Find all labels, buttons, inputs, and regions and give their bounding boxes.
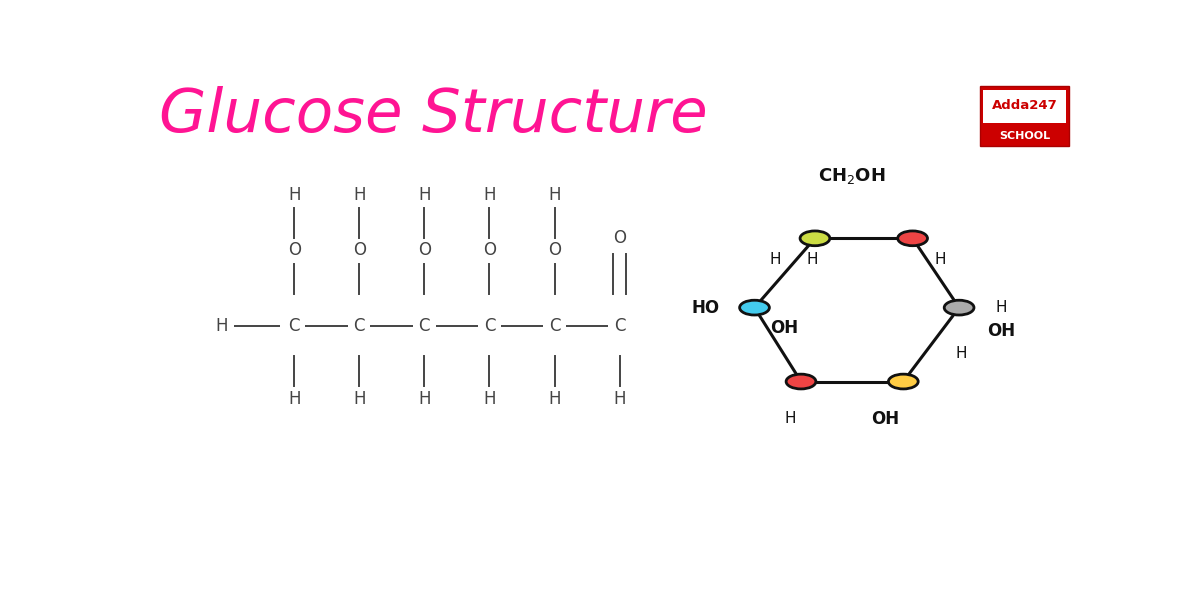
Text: H: H — [548, 390, 560, 408]
Text: C: C — [354, 317, 365, 335]
Text: C: C — [484, 317, 496, 335]
Text: C: C — [548, 317, 560, 335]
Circle shape — [888, 374, 918, 389]
Text: H: H — [418, 187, 431, 205]
Text: Glucose Structure: Glucose Structure — [160, 86, 708, 145]
Text: C: C — [614, 317, 625, 335]
Text: C: C — [419, 317, 430, 335]
Text: CH$_2$OH: CH$_2$OH — [818, 166, 886, 186]
Text: OH: OH — [871, 409, 899, 427]
Text: OH: OH — [986, 322, 1015, 340]
Text: H: H — [288, 390, 300, 408]
Text: H: H — [955, 346, 967, 361]
Circle shape — [800, 231, 830, 246]
Text: H: H — [353, 187, 366, 205]
Text: O: O — [548, 241, 562, 259]
Text: H: H — [484, 187, 496, 205]
Text: H: H — [353, 390, 366, 408]
Text: H: H — [806, 251, 818, 266]
Text: O: O — [288, 241, 301, 259]
Text: Adda247: Adda247 — [991, 99, 1057, 112]
Circle shape — [786, 374, 816, 389]
Text: H: H — [995, 300, 1007, 315]
Text: H: H — [935, 251, 947, 266]
Text: O: O — [613, 229, 626, 247]
Text: H: H — [484, 390, 496, 408]
FancyBboxPatch shape — [983, 89, 1066, 123]
Text: H: H — [784, 411, 796, 426]
Text: H: H — [418, 390, 431, 408]
Text: O: O — [482, 241, 496, 259]
Text: C: C — [288, 317, 300, 335]
Text: HO: HO — [691, 299, 719, 317]
Text: H: H — [288, 187, 300, 205]
Circle shape — [898, 231, 928, 246]
Text: H: H — [548, 187, 560, 205]
Text: OH: OH — [770, 319, 798, 337]
Text: O: O — [353, 241, 366, 259]
Circle shape — [944, 300, 974, 315]
FancyBboxPatch shape — [980, 86, 1069, 146]
Text: H: H — [215, 317, 228, 335]
Text: SCHOOL: SCHOOL — [1000, 131, 1050, 141]
Text: H: H — [769, 251, 781, 266]
Circle shape — [739, 300, 769, 315]
Text: H: H — [613, 390, 626, 408]
Text: O: O — [418, 241, 431, 259]
